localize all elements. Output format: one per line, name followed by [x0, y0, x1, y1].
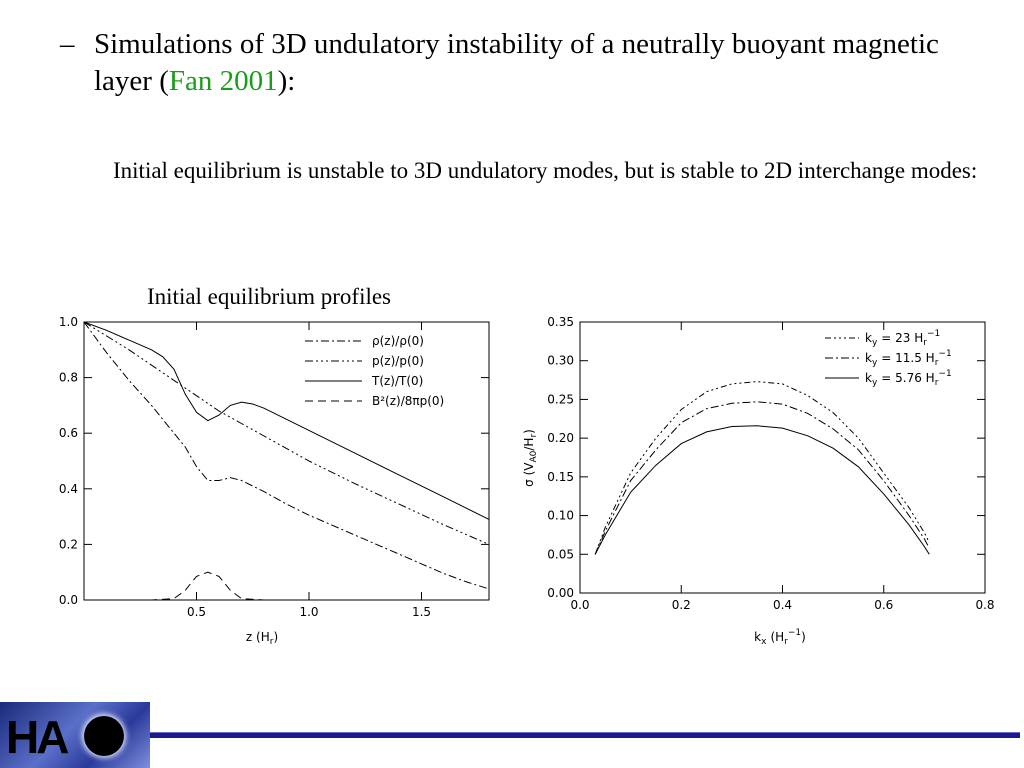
profiles-title: Initial equilibrium profiles	[147, 284, 392, 309]
series-line	[83, 321, 490, 590]
y-tick-label: 0.30	[547, 354, 574, 368]
y-tick-label: 0.20	[547, 431, 574, 445]
y-tick-label: 0.8	[59, 371, 78, 385]
series-line	[594, 401, 930, 555]
x-tick-label: 0.5	[187, 605, 206, 619]
x-tick-label: 1.0	[299, 605, 318, 619]
series-line	[84, 571, 489, 601]
y-tick-label: 0.6	[59, 426, 78, 440]
legend-label-magnetic: B²(z)/8πp(0)	[372, 394, 444, 408]
y-tick-label: 0.15	[547, 470, 574, 484]
series-line	[83, 321, 490, 520]
bullet-text-start: Simulations of 3D undulatory instability…	[94, 28, 939, 97]
hao-logo: HA	[0, 702, 150, 768]
x-axis-label: z (Hr)	[246, 630, 278, 647]
y-axis-label: σ (VA0/Hr)	[522, 429, 539, 487]
citation-link[interactable]: Fan 2001	[168, 65, 278, 97]
legend-label-ky-5-76: ky = 5.76 Hr−1	[865, 369, 952, 388]
y-tick-label: 0.00	[547, 586, 574, 600]
legend-label-pressure: p(z)/p(0)	[372, 354, 424, 368]
plot-frame	[83, 321, 490, 601]
bullet-dash: –	[60, 28, 75, 60]
legend-label-ky-11-5: ky = 11.5 Hr−1	[865, 349, 952, 368]
logo-disc-icon	[84, 716, 124, 756]
legend-label-rho: ρ(z)/ρ(0)	[372, 334, 424, 348]
logo-text: HA	[6, 711, 69, 763]
y-tick-label: 1.0	[59, 315, 78, 329]
series-line	[594, 381, 930, 555]
x-tick-label: 0.0	[570, 598, 589, 612]
sub-text: Initial equilibrium is unstable to 3D un…	[113, 158, 978, 183]
x-tick-label: 0.2	[672, 598, 691, 612]
legend-label-temperature: T(z)/T(0)	[371, 374, 423, 388]
growth-rate-chart: 0.0 0.2 0.4 0.6 0.8 0.00 0.05 0.10 0.15 0.20 0.25 0…	[522, 315, 995, 647]
profiles-chart: 0.5 1.0 1.5 0.0 0.2 0.4 0.6 0.8 1.0 ρ(z)/ρ(0) p(…	[59, 315, 490, 647]
y-tick-label: 0.05	[547, 547, 574, 561]
y-tick-label: 0.10	[547, 509, 574, 523]
bullet-text-end: ):	[277, 65, 296, 97]
y-tick-label: 0.35	[547, 315, 574, 329]
bullet-text: Simulations of 3D undulatory instability…	[94, 26, 984, 100]
footer-divider	[150, 732, 1020, 738]
x-tick-label: 1.5	[412, 605, 431, 619]
series-line	[83, 321, 490, 545]
legend-label-ky-23: ky = 23 Hr−1	[865, 329, 940, 348]
y-tick-label: 0.25	[547, 392, 574, 406]
y-tick-label: 0.0	[59, 593, 78, 607]
x-tick-label: 0.8	[975, 598, 994, 612]
y-tick-label: 0.2	[59, 537, 78, 551]
y-tick-label: 0.4	[59, 482, 78, 496]
x-tick-label: 0.4	[773, 598, 792, 612]
x-tick-label: 0.6	[874, 598, 893, 612]
x-axis-label: kx (Hr−1)	[754, 628, 806, 647]
series-line	[594, 425, 930, 555]
